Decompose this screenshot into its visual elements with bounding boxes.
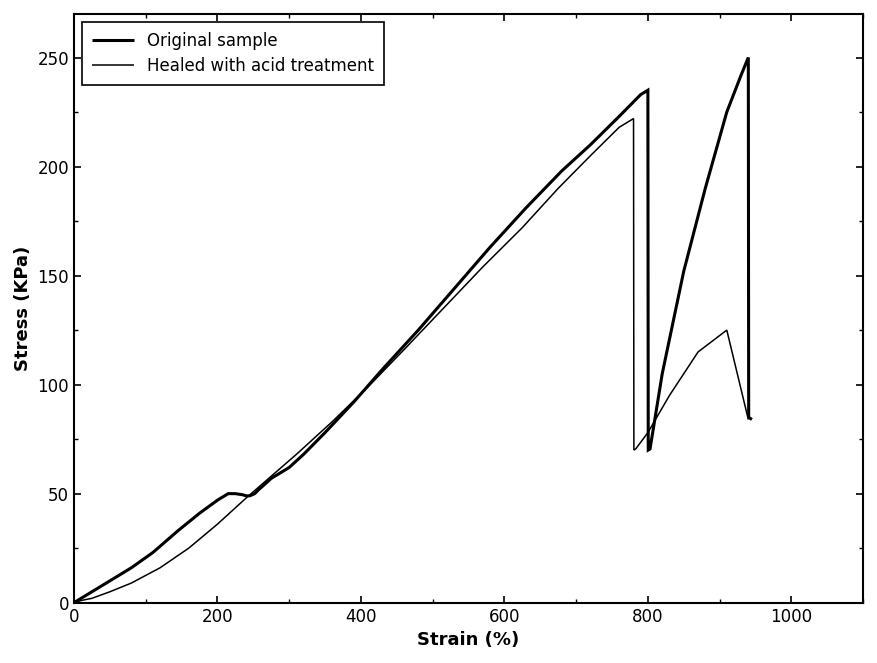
Healed with acid treatment: [241, 494, 252, 502]
Original sample: [249, 490, 260, 498]
Healed with acid treatment: [631, 445, 641, 453]
Healed with acid treatment: [154, 564, 165, 572]
Healed with acid treatment: [664, 392, 674, 400]
Healed with acid treatment: [363, 383, 374, 391]
Healed with acid treatment: [75, 597, 86, 605]
Original sample: [173, 526, 183, 534]
Healed with acid treatment: [517, 223, 528, 231]
Original sample: [557, 167, 567, 175]
Legend: Original sample, Healed with acid treatment: Original sample, Healed with acid treatm…: [82, 23, 384, 85]
Original sample: [743, 54, 753, 62]
Healed with acid treatment: [629, 446, 639, 454]
Original sample: [212, 496, 223, 504]
Original sample: [657, 370, 667, 378]
Original sample: [377, 365, 388, 373]
Original sample: [643, 446, 653, 454]
Original sample: [273, 470, 283, 478]
Healed with acid treatment: [183, 544, 194, 552]
Original sample: [485, 243, 496, 251]
Original sample: [645, 445, 655, 453]
Healed with acid treatment: [585, 152, 595, 160]
Healed with acid treatment: [743, 416, 753, 424]
Healed with acid treatment: [126, 579, 137, 587]
Healed with acid treatment: [104, 588, 115, 596]
Healed with acid treatment: [212, 520, 223, 528]
Healed with acid treatment: [722, 326, 732, 334]
Healed with acid treatment: [614, 123, 624, 131]
Original sample: [223, 490, 233, 498]
Original sample: [585, 141, 595, 149]
Original sample: [744, 413, 754, 421]
Line: Original sample: Original sample: [74, 58, 752, 603]
Original sample: [245, 492, 255, 500]
Original sample: [266, 475, 276, 483]
Healed with acid treatment: [628, 115, 638, 123]
Original sample: [238, 491, 248, 499]
Original sample: [104, 577, 115, 585]
Original sample: [284, 463, 295, 471]
Original sample: [348, 398, 359, 406]
Healed with acid treatment: [399, 345, 410, 353]
Original sample: [722, 108, 732, 116]
Original sample: [636, 91, 646, 99]
Original sample: [80, 592, 90, 600]
Original sample: [126, 564, 137, 572]
Original sample: [259, 481, 269, 489]
Healed with acid treatment: [291, 450, 302, 458]
Healed with acid treatment: [68, 599, 79, 607]
Healed with acid treatment: [553, 184, 563, 192]
Original sample: [68, 599, 79, 607]
Original sample: [241, 492, 252, 500]
X-axis label: Strain (%): Strain (%): [417, 631, 520, 649]
Original sample: [298, 450, 309, 458]
Y-axis label: Stress (KPa): Stress (KPa): [14, 246, 32, 371]
Healed with acid treatment: [643, 428, 653, 436]
Original sample: [449, 284, 460, 292]
Original sample: [413, 326, 424, 334]
Original sample: [320, 428, 331, 436]
Original sample: [194, 509, 204, 517]
Original sample: [253, 485, 264, 493]
Original sample: [90, 585, 101, 593]
Line: Healed with acid treatment: Healed with acid treatment: [74, 119, 748, 603]
Original sample: [614, 113, 624, 121]
Original sample: [147, 548, 158, 556]
Healed with acid treatment: [327, 418, 338, 426]
Original sample: [736, 71, 746, 79]
Healed with acid treatment: [87, 594, 97, 602]
Original sample: [230, 490, 240, 498]
Original sample: [679, 267, 689, 275]
Original sample: [72, 597, 82, 605]
Healed with acid treatment: [266, 472, 276, 480]
Original sample: [643, 86, 653, 94]
Healed with acid treatment: [438, 304, 449, 312]
Healed with acid treatment: [478, 263, 488, 271]
Healed with acid treatment: [693, 348, 703, 356]
Original sample: [700, 184, 710, 192]
Original sample: [746, 416, 757, 424]
Original sample: [521, 204, 531, 212]
